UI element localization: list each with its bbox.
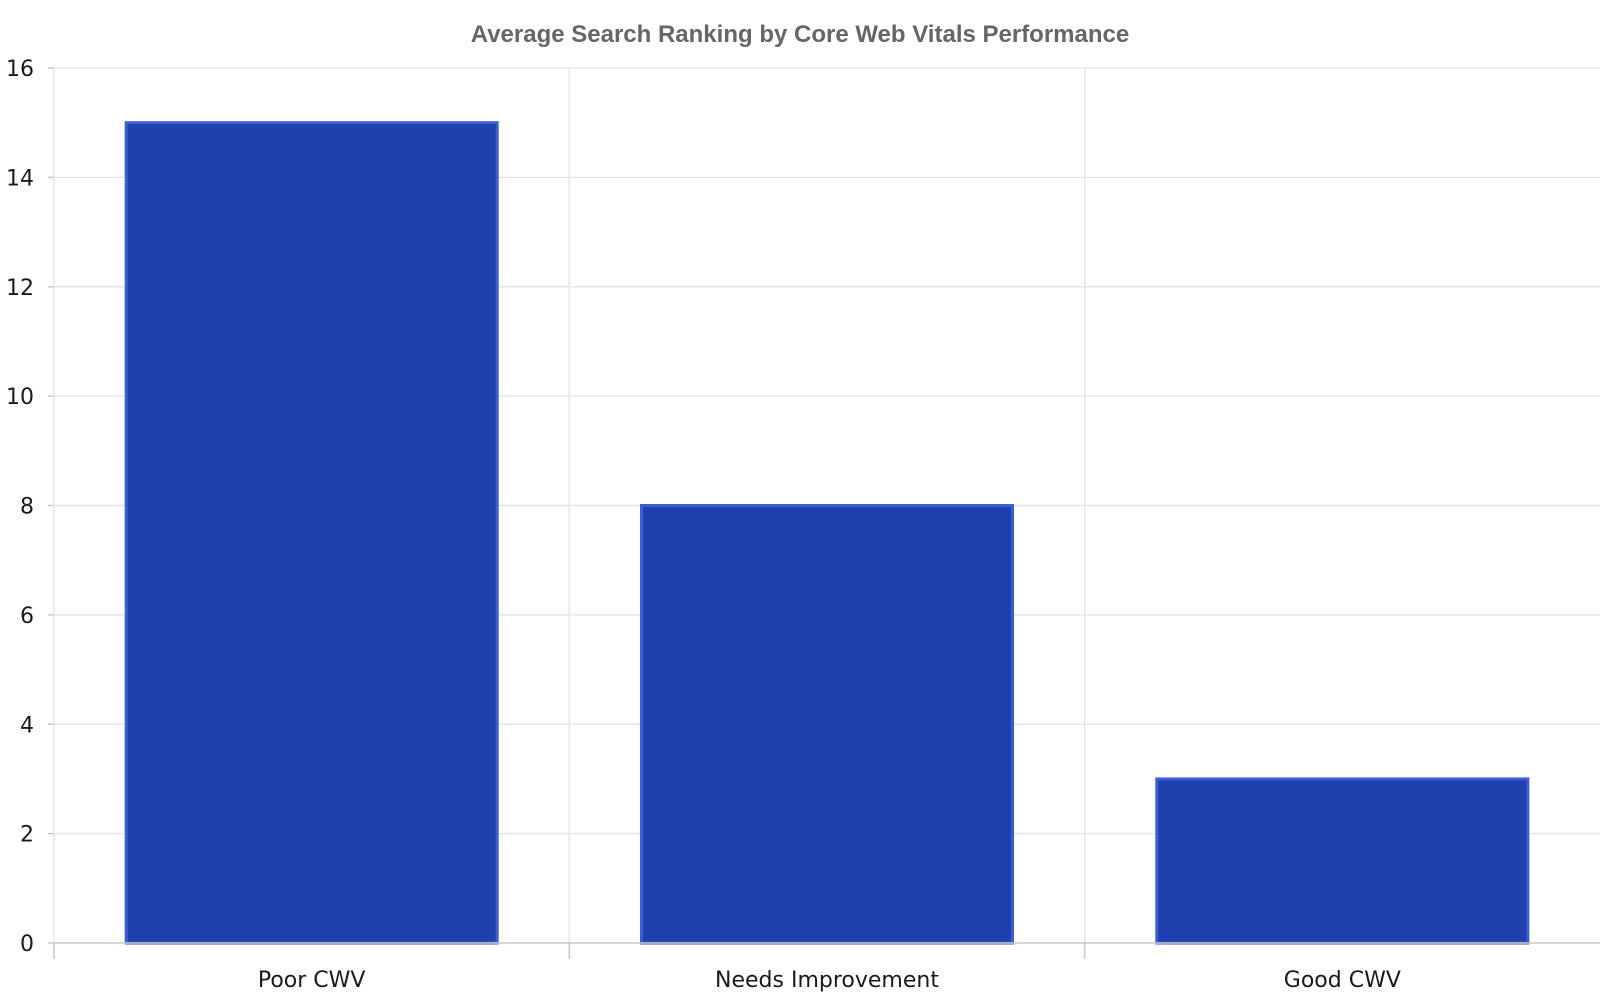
- x-tick-label: Needs Improvement: [715, 968, 939, 993]
- y-tick-label: 6: [20, 604, 34, 629]
- x-tick-label: Good CWV: [1284, 968, 1401, 993]
- y-tick-label: 4: [20, 713, 34, 738]
- bar-poor-cwv[interactable]: [124, 121, 499, 945]
- y-tick-label: 2: [20, 823, 34, 848]
- y-tick-label: 12: [6, 276, 34, 301]
- y-tick-label: 14: [6, 166, 34, 191]
- y-axis-ticks: 0 2 4 6 8 10 12 14 16: [6, 57, 34, 957]
- y-tick-label: 8: [20, 495, 34, 520]
- x-axis-ticks: Poor CWV Needs Improvement Good CWV: [258, 968, 1401, 993]
- x-tick-label: Poor CWV: [258, 968, 366, 993]
- chart-title: Average Search Ranking by Core Web Vital…: [471, 21, 1129, 48]
- y-tick-label: 16: [6, 57, 34, 82]
- bar-good-cwv[interactable]: [1155, 777, 1530, 945]
- y-tick-label: 10: [6, 385, 34, 410]
- bar-needs-improvement[interactable]: [639, 504, 1015, 945]
- y-tick-label: 0: [20, 932, 34, 957]
- bars: [124, 121, 1530, 945]
- axes: [48, 67, 1600, 959]
